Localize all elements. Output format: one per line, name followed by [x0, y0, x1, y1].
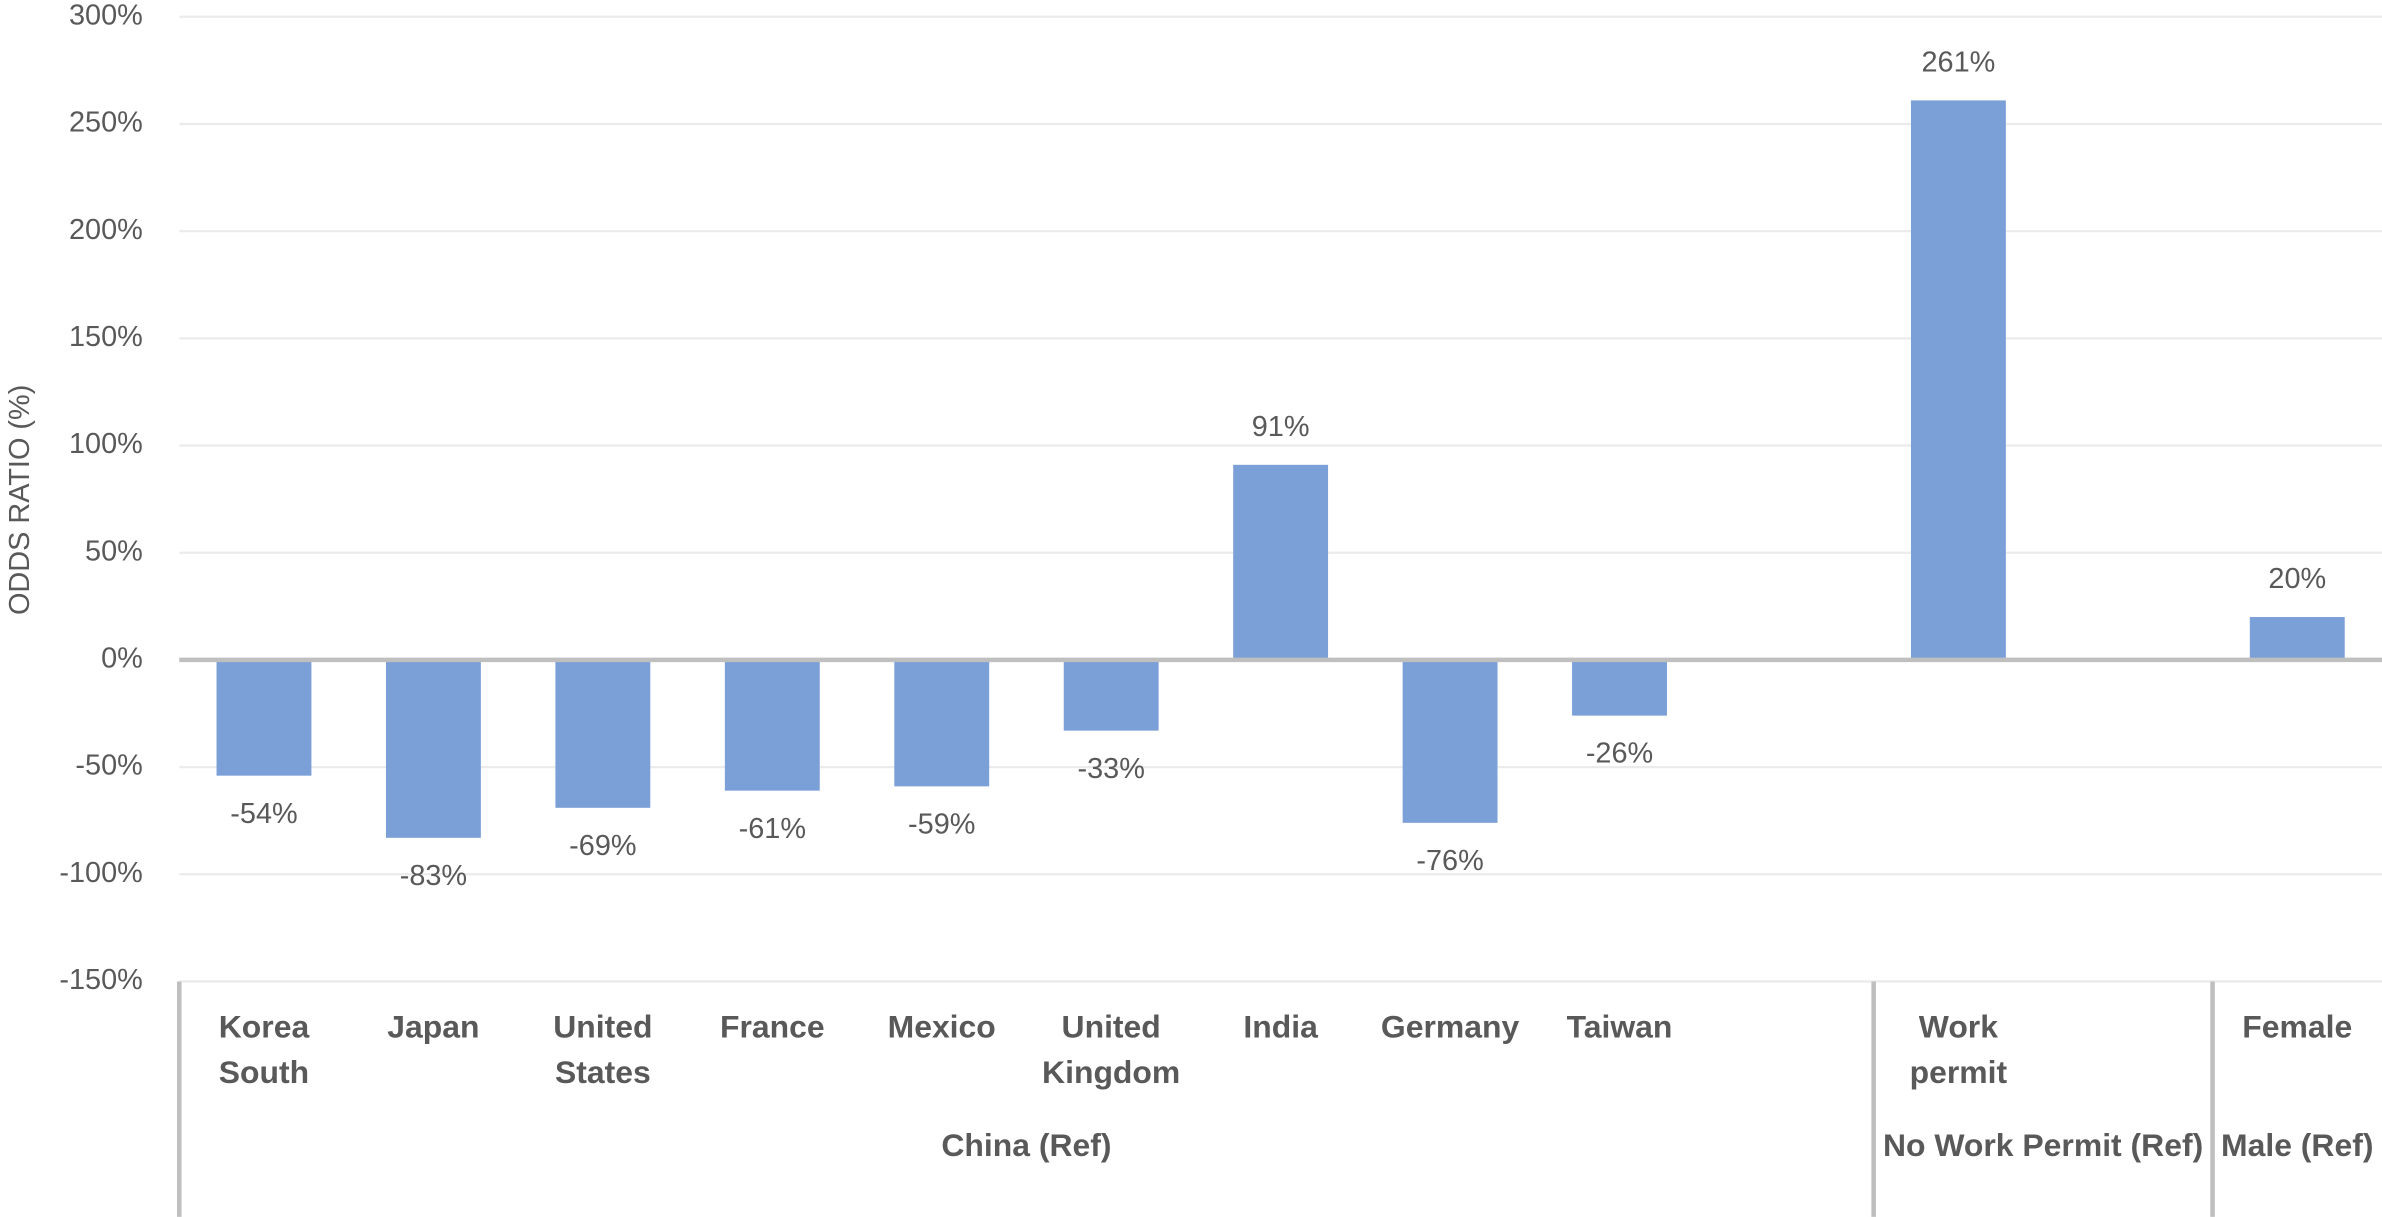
x-tick-label: France	[719, 1010, 825, 1046]
value-label: -33%	[1077, 753, 1144, 785]
y-tick-label: 150%	[69, 321, 143, 353]
value-label: -26%	[1586, 738, 1653, 770]
y-tick-label: 250%	[69, 107, 143, 139]
y-tick-label: 50%	[85, 535, 143, 567]
x-tick-label: Korea South	[218, 1010, 310, 1091]
group-label: Male (Ref)	[2221, 1128, 2374, 1164]
bar	[724, 659, 820, 791]
value-label: -59%	[908, 808, 975, 840]
value-label: 91%	[1252, 411, 1310, 443]
x-tick-label: India	[1243, 1010, 1318, 1046]
y-tick-label: 0%	[101, 643, 143, 675]
x-tick-label-box: Mexico	[887, 1010, 996, 1046]
x-tick-label-box: Taiwan	[1566, 1010, 1673, 1046]
bar	[1233, 464, 1329, 660]
group-label-box: China (Ref)	[941, 1128, 1112, 1164]
bar	[1910, 100, 2006, 660]
bar	[2249, 617, 2345, 660]
x-tick-label-box: Korea South	[218, 1010, 310, 1091]
value-label: -54%	[230, 798, 297, 830]
x-tick-label-box: Japan	[387, 1010, 480, 1046]
y-tick-label: 300%	[69, 0, 143, 31]
x-tick-label-box: United States	[553, 1010, 653, 1091]
group-label: China (Ref)	[941, 1128, 1112, 1164]
value-label: -69%	[569, 830, 636, 862]
y-tick-label: 100%	[69, 428, 143, 460]
x-tick-label: United States	[553, 1010, 653, 1091]
bar	[385, 659, 481, 838]
value-label: -61%	[739, 813, 806, 845]
x-tick-label-box: France	[719, 1010, 825, 1046]
y-tick-label: -100%	[59, 857, 142, 889]
y-axis-title: ODDS RATIO (%)	[4, 385, 36, 615]
bar	[216, 659, 312, 776]
bar	[1402, 659, 1498, 823]
bar	[894, 659, 990, 787]
x-tick-label-box: Germany	[1380, 1010, 1520, 1046]
value-label: 261%	[1921, 47, 1995, 79]
group-label-box: Male (Ref)	[2221, 1128, 2374, 1164]
x-tick-label: Mexico	[887, 1010, 996, 1046]
x-tick-label-box: Female	[2242, 1010, 2353, 1046]
x-tick-label: Germany	[1380, 1010, 1520, 1046]
value-label: -76%	[1416, 845, 1483, 877]
bar	[1572, 659, 1667, 716]
group-label: No Work Permit (Ref)	[1882, 1128, 2204, 1164]
x-tick-label: Taiwan	[1566, 1010, 1673, 1046]
bar	[555, 659, 651, 808]
y-tick-label: 200%	[69, 214, 143, 246]
x-tick-label: United Kingdom	[1042, 1010, 1181, 1091]
x-tick-label-box: Work permit	[1909, 1010, 2008, 1091]
x-tick-label: Female	[2242, 1010, 2353, 1046]
bar	[1063, 659, 1159, 731]
value-label: -83%	[400, 860, 467, 892]
x-tick-label: Work permit	[1909, 1010, 2008, 1091]
y-tick-label: -150%	[59, 964, 142, 996]
x-tick-label-box: India	[1243, 1010, 1318, 1046]
group-label-box: No Work Permit (Ref)	[1882, 1128, 2204, 1164]
value-label: 20%	[2268, 563, 2326, 595]
x-tick-label: Japan	[387, 1010, 480, 1046]
y-tick-label: -50%	[75, 750, 142, 782]
x-tick-label-box: United Kingdom	[1042, 1010, 1181, 1091]
